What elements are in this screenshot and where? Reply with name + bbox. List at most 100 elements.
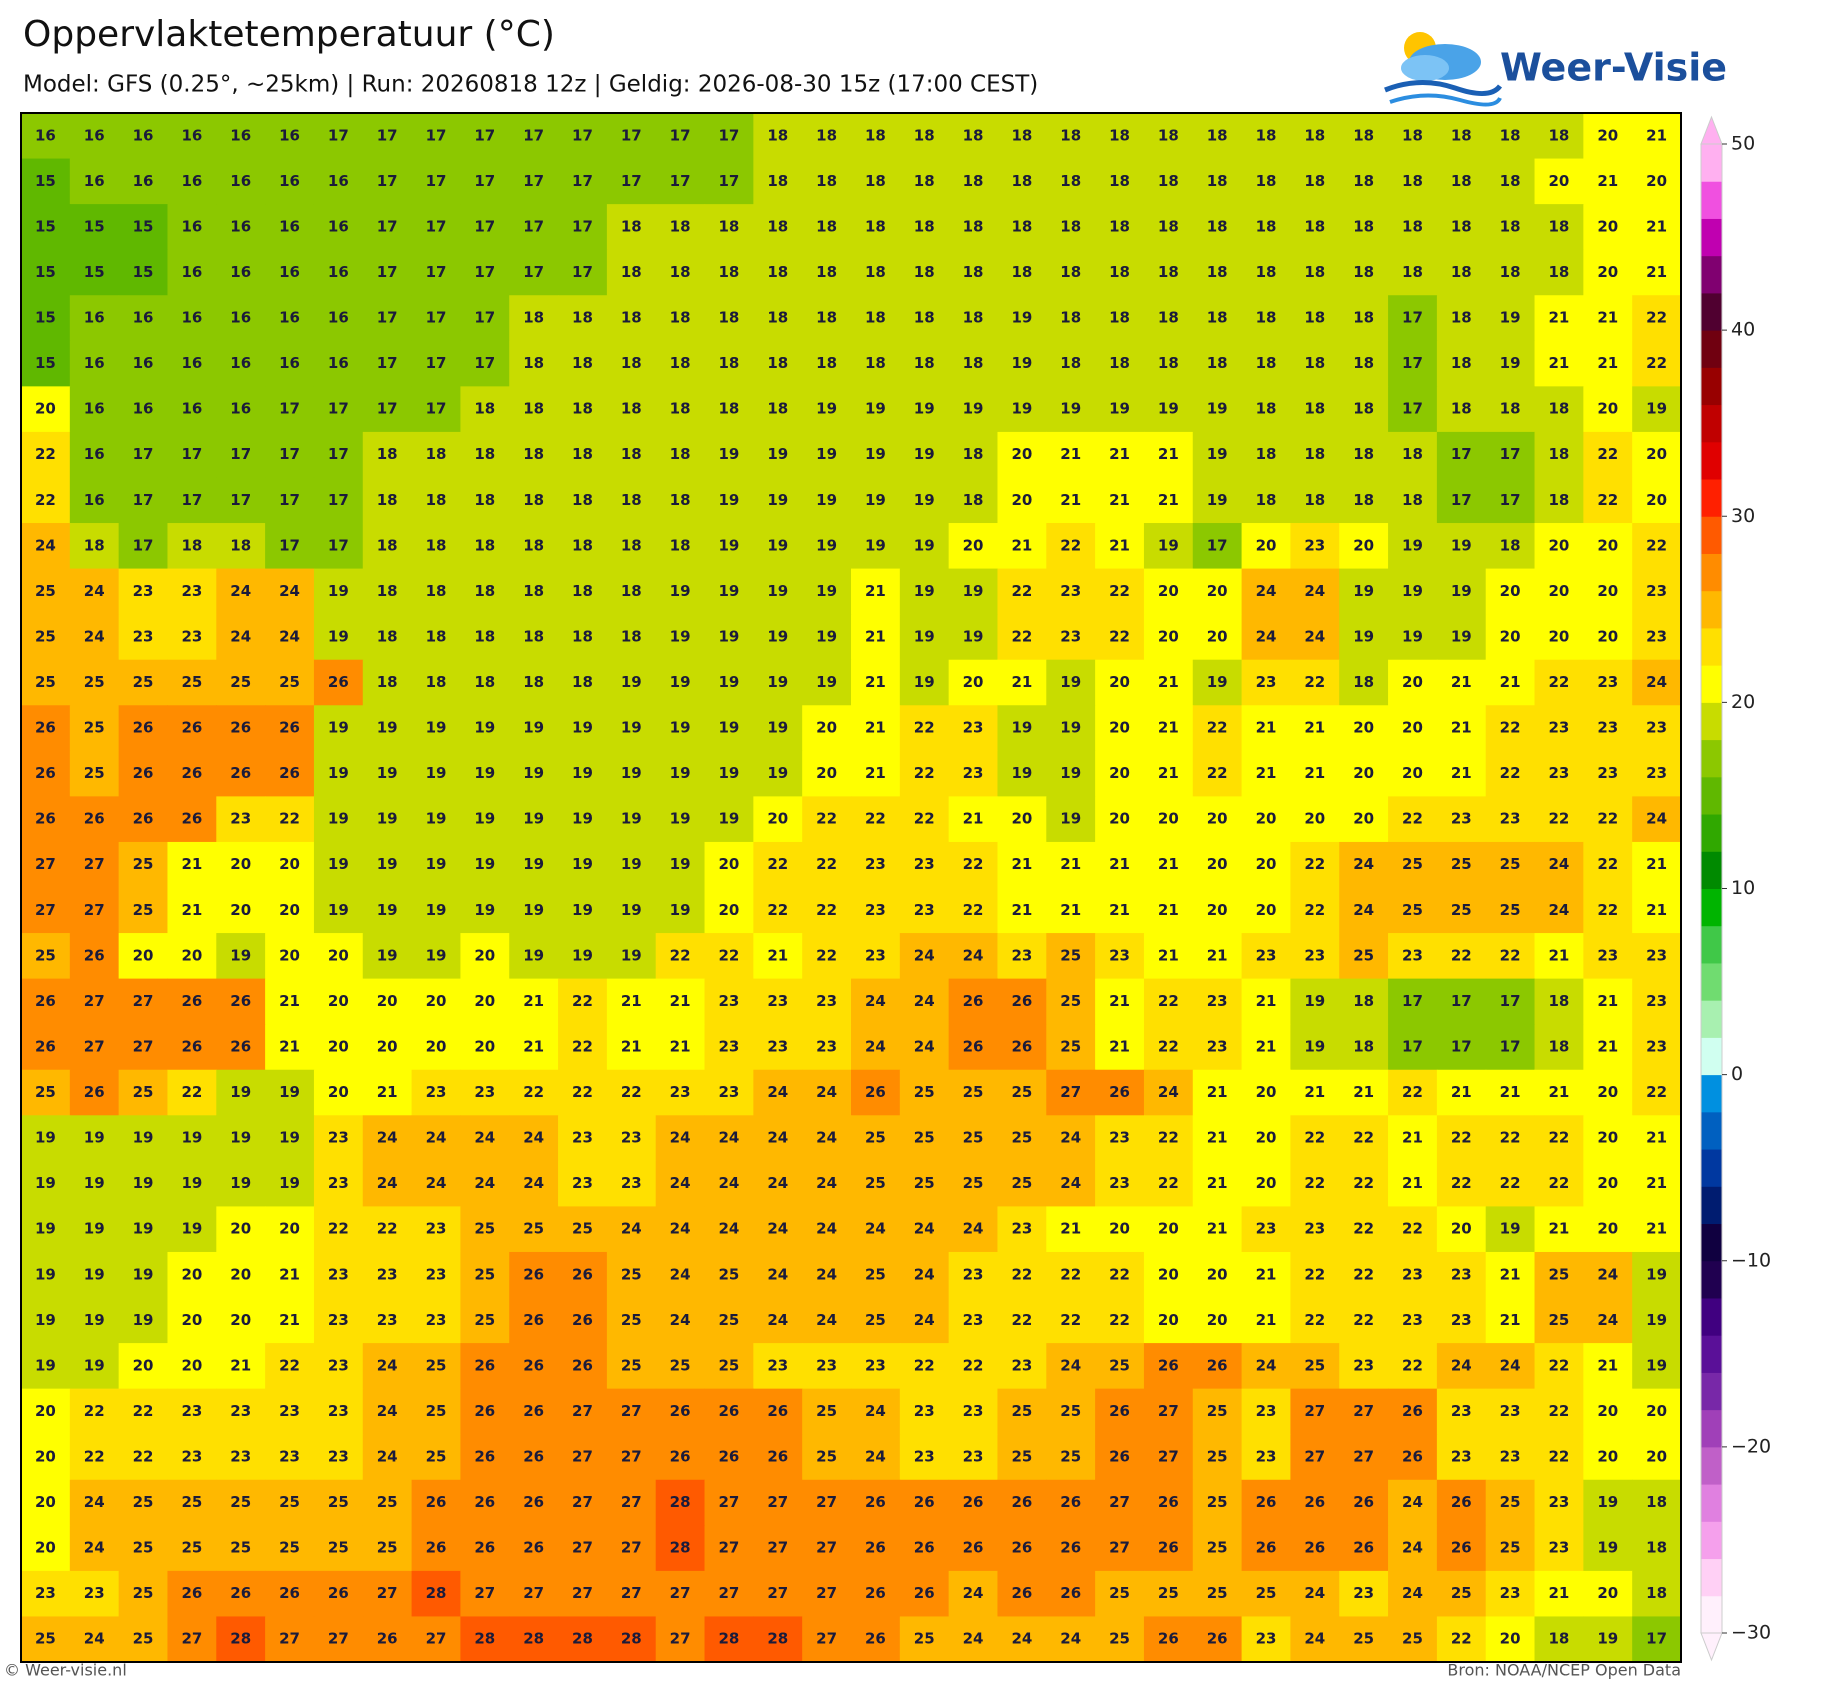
cell-label: 26 (523, 1356, 544, 1374)
cell-label: 24 (1402, 1539, 1423, 1557)
cell (1290, 523, 1340, 570)
cell-label: 18 (523, 582, 544, 600)
cell (69, 659, 120, 706)
cell (216, 568, 266, 615)
cell-label: 23 (914, 901, 935, 919)
cell (1534, 796, 1584, 843)
cell (1192, 796, 1243, 843)
cell-label: 17 (1207, 536, 1228, 554)
cell (753, 614, 803, 661)
cell-label: 17 (474, 354, 495, 372)
cell-label: 27 (670, 1584, 691, 1602)
cell (1534, 659, 1584, 706)
cell (655, 523, 706, 570)
cell (1143, 340, 1194, 387)
cell-label: 26 (1353, 1493, 1374, 1511)
cell-label: 18 (865, 126, 886, 144)
cell (118, 796, 168, 843)
cell-label: 21 (1256, 719, 1277, 737)
cell-label: 27 (1109, 1493, 1130, 1511)
cell-label: 17 (426, 263, 447, 281)
cell-label: 21 (767, 946, 788, 964)
cell-label: 19 (1451, 582, 1472, 600)
cell (1583, 249, 1633, 296)
cell (1388, 705, 1438, 752)
cell-label: 22 (1304, 901, 1325, 919)
cell-label: 18 (572, 536, 593, 554)
cell (1290, 113, 1340, 160)
cell-label: 21 (1353, 1083, 1374, 1101)
cell-label: 19 (914, 627, 935, 645)
cell-label: 19 (1109, 400, 1130, 418)
cell-label: 23 (963, 1447, 984, 1465)
cell-label: 26 (767, 1402, 788, 1420)
cell (1095, 568, 1145, 615)
cell-label: 21 (1256, 992, 1277, 1010)
cell (167, 887, 217, 934)
cell-label: 17 (133, 536, 154, 554)
cell-label: 25 (719, 1356, 740, 1374)
cell-label: 23 (279, 1447, 300, 1465)
cell (1046, 249, 1096, 296)
cell (1046, 659, 1096, 706)
cell-label: 22 (1011, 1265, 1032, 1283)
cell (1046, 523, 1096, 570)
cell-label: 17 (572, 172, 593, 190)
cell-label: 18 (963, 217, 984, 235)
cell-label: 24 (230, 627, 251, 645)
cell (899, 841, 950, 888)
cell-label: 21 (1207, 946, 1228, 964)
cell-label: 26 (35, 719, 56, 737)
cell-label: 21 (865, 764, 886, 782)
cell (265, 113, 315, 160)
cell-label: 22 (1500, 719, 1521, 737)
cell-label: 19 (35, 1265, 56, 1283)
cell (460, 659, 510, 706)
cell-label: 16 (181, 400, 202, 418)
cell-label: 19 (572, 901, 593, 919)
cell-label: 21 (1549, 1584, 1570, 1602)
cell-label: 19 (1353, 627, 1374, 645)
cell (1046, 568, 1096, 615)
cell-label: 26 (279, 719, 300, 737)
cell-label: 25 (1207, 1584, 1228, 1602)
cell-label: 18 (767, 263, 788, 281)
cell-label: 19 (133, 1220, 154, 1238)
cell-label: 18 (572, 627, 593, 645)
cell-label: 25 (328, 1493, 349, 1511)
cell-label: 18 (572, 673, 593, 691)
cell-label: 21 (1549, 309, 1570, 327)
cell-label: 17 (279, 536, 300, 554)
cell (1534, 295, 1584, 342)
cell (606, 340, 657, 387)
title: Oppervlaktetemperatuur (°C) (23, 14, 555, 55)
cell (606, 113, 657, 160)
colorbar-bin (1701, 1297, 1722, 1336)
cell-label: 19 (1207, 445, 1228, 463)
cell-label: 28 (230, 1630, 251, 1648)
cell-label: 26 (328, 1584, 349, 1602)
cell-label: 22 (914, 1356, 935, 1374)
cell-label: 17 (1451, 445, 1472, 463)
cell-label: 26 (865, 1539, 886, 1557)
cell (558, 614, 608, 661)
cell-label: 24 (1060, 1129, 1081, 1147)
cell-label: 18 (523, 354, 544, 372)
cell-label: 20 (1500, 627, 1521, 645)
cell-label: 15 (35, 263, 56, 281)
cell-label: 23 (1256, 1630, 1277, 1648)
cell-label: 23 (767, 1037, 788, 1055)
cell-label: 23 (865, 946, 886, 964)
cell (1436, 614, 1487, 661)
cell-label: 18 (1451, 354, 1472, 372)
cell-label: 22 (84, 1447, 105, 1465)
cell-label: 22 (1353, 1311, 1374, 1329)
cell-label: 19 (719, 445, 740, 463)
cell (411, 204, 461, 251)
cell-label: 26 (230, 1037, 251, 1055)
cell-label: 24 (377, 1129, 398, 1147)
cell-label: 19 (719, 719, 740, 737)
cell (362, 113, 413, 160)
cell-label: 25 (133, 1539, 154, 1557)
cell-label: 24 (1549, 855, 1570, 873)
